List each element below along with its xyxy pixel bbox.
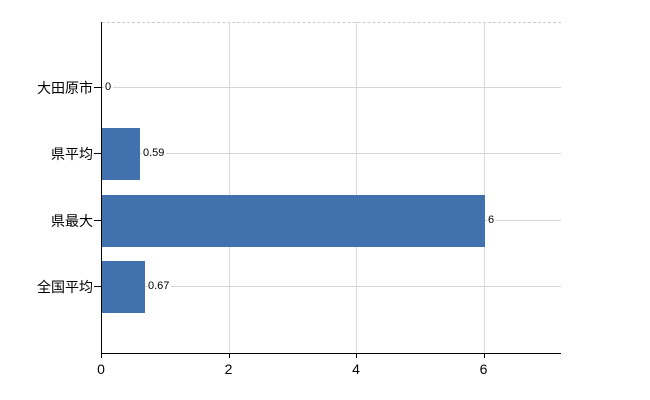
category-label: 大田原市 <box>37 80 93 96</box>
x-gridline <box>356 22 357 353</box>
x-gridline <box>483 22 485 353</box>
category-gridline <box>102 87 561 88</box>
bar <box>102 195 485 247</box>
x-axis-tick <box>101 353 102 358</box>
category-gridline <box>102 286 561 287</box>
value-label: 0 <box>104 81 114 94</box>
value-label: 0.67 <box>147 280 172 293</box>
value-label: 0.59 <box>142 147 167 160</box>
category-label: 県最大 <box>51 213 93 229</box>
plot-top-border <box>102 22 561 23</box>
plot-area: 0 2 4 6 大田原市 0 県平均 0.59 県最大 6 全国平均 0.67 <box>37 22 561 377</box>
x-axis-tick <box>483 353 485 358</box>
x-axis-tick-label: 6 <box>479 361 488 377</box>
x-axis-tick-label: 4 <box>352 361 360 377</box>
x-axis-tick <box>356 353 357 358</box>
x-axis-tick <box>228 353 230 358</box>
x-gridline <box>228 22 230 353</box>
category-label: 全国平均 <box>37 279 93 295</box>
category-label: 県平均 <box>51 146 93 162</box>
y-axis-tick <box>94 87 101 88</box>
y-axis-tick <box>94 153 101 154</box>
x-axis-tick-label: 2 <box>224 361 233 377</box>
category-gridline <box>102 153 561 154</box>
bar <box>102 261 145 313</box>
bar <box>102 128 140 180</box>
y-axis-tick <box>94 220 101 221</box>
x-axis-tick-label: 0 <box>97 361 105 377</box>
y-axis-tick <box>94 286 101 287</box>
value-label: 6 <box>487 214 497 227</box>
